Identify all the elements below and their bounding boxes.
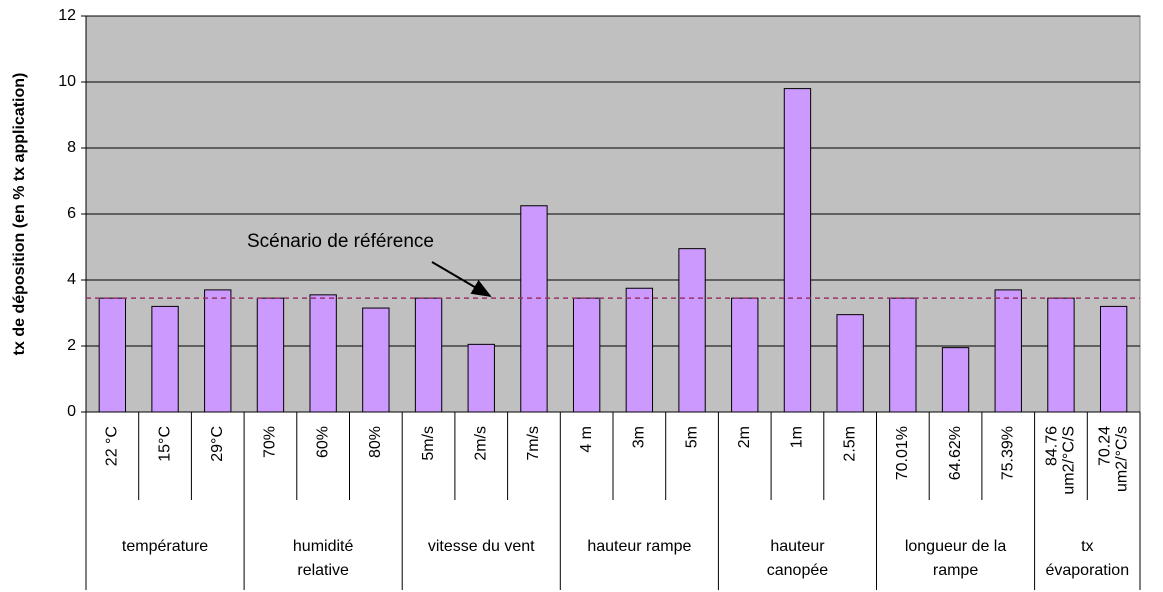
annotation: Scénario de référence <box>247 231 434 252</box>
bar <box>731 297 759 413</box>
group-label: rampe <box>933 562 978 579</box>
y-tick-label: 6 <box>67 205 76 222</box>
x-tick-label: 5m/s <box>420 426 437 461</box>
y-tick-label: 8 <box>67 139 76 156</box>
x-tick-label: 75.39% <box>999 426 1016 480</box>
x-tick-label: um2/°C/S <box>1061 426 1078 495</box>
annotation-arrow <box>431 261 492 298</box>
x-tick-label: um2/°C/s <box>1113 426 1130 492</box>
group-label: hauteur <box>770 538 825 555</box>
bar <box>783 88 812 413</box>
bar <box>362 307 390 413</box>
x-tick-label: 22 °C <box>104 426 121 466</box>
y-tick-label: 0 <box>67 403 76 420</box>
x-tick-label: 84.76 <box>1044 426 1061 466</box>
bar <box>678 248 706 413</box>
x-tick-label: 70.24 <box>1096 426 1113 466</box>
x-tick-label: 64.62% <box>947 426 964 480</box>
x-tick-label: 15°C <box>156 426 173 462</box>
bar <box>941 347 970 413</box>
bar <box>889 297 917 413</box>
x-tick-label: 60% <box>314 426 331 458</box>
group-label: humidité <box>293 538 354 555</box>
bar <box>1047 297 1075 413</box>
group-label: longueur de la <box>905 538 1007 555</box>
bar <box>98 297 127 413</box>
bar <box>994 289 1022 413</box>
bar <box>1099 305 1128 413</box>
bar <box>572 297 601 413</box>
group-label: température <box>122 538 208 555</box>
y-tick-label: 2 <box>67 337 76 354</box>
x-tick-label: 2.5m <box>841 426 858 462</box>
bar <box>520 205 548 413</box>
group-label: relative <box>297 562 349 579</box>
bar <box>256 297 285 413</box>
bar <box>467 343 495 413</box>
bar <box>836 314 864 413</box>
bar <box>414 297 443 413</box>
x-tick-label: 3m <box>631 426 648 448</box>
y-tick-label: 4 <box>67 271 76 288</box>
group-label: tx <box>1081 538 1093 555</box>
x-tick-label: 70.01% <box>894 426 911 480</box>
bar <box>309 294 337 413</box>
bar <box>204 289 232 413</box>
group-label: canopée <box>767 562 828 579</box>
group-label: hauteur rampe <box>587 538 691 555</box>
x-tick-label: 7m/s <box>525 426 542 461</box>
y-tick-label: 10 <box>58 73 76 90</box>
y-tick-label: 12 <box>58 7 76 24</box>
x-tick-label: 4 m <box>578 426 595 453</box>
bar <box>151 305 179 413</box>
x-tick-label: 1m <box>789 426 806 448</box>
x-tick-label: 29°C <box>209 426 226 462</box>
x-tick-label: 80% <box>367 426 384 458</box>
x-tick-label: 2m <box>736 426 753 448</box>
x-tick-label: 70% <box>262 426 279 458</box>
group-label: vitesse du vent <box>428 538 535 555</box>
x-tick-label: 2m/s <box>472 426 489 461</box>
group-label: évaporation <box>1045 562 1129 579</box>
x-tick-label: 5m <box>683 426 700 448</box>
bar <box>625 287 654 413</box>
y-axis-title: tx de déposition (en % tx application) <box>11 73 28 356</box>
